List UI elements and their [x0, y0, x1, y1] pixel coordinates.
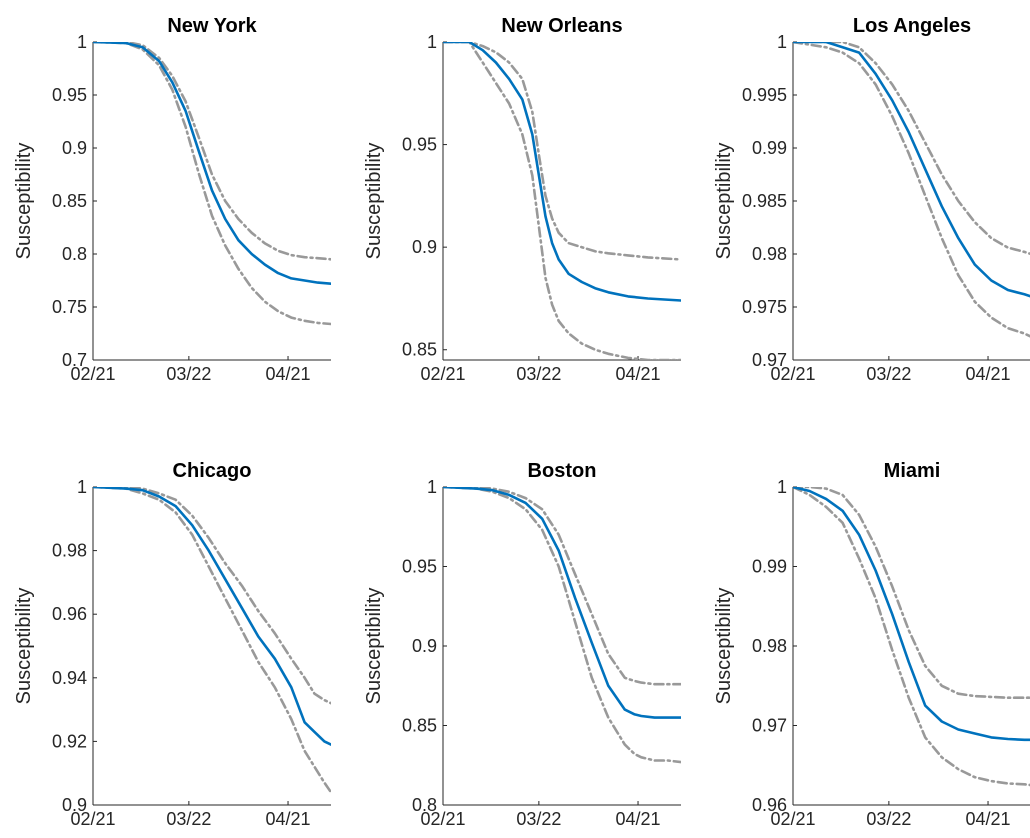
series-line-bound [793, 487, 1030, 787]
y-axis-label: Susceptibility [13, 143, 35, 260]
panel-title: New York [167, 15, 257, 37]
x-tick-label: 04/21 [266, 809, 311, 829]
series-line-mean [93, 42, 331, 285]
x-tick-label: 03/22 [866, 364, 911, 384]
series-line-bound [443, 487, 681, 764]
y-axis-label: Susceptibility [13, 588, 35, 705]
x-tick-label: 03/22 [516, 364, 561, 384]
x-tick-label: 04/21 [966, 809, 1011, 829]
y-tick-label: 1 [77, 477, 87, 497]
series-line-bound [793, 487, 1030, 699]
x-tick-label: 04/21 [616, 809, 661, 829]
y-tick-label: 0.9 [412, 636, 437, 656]
y-axis-label: Susceptibility [713, 588, 735, 705]
panel-0: 0.7 0.75 0.8 0.85 0.9 0.95 1 02/21 03/22 04/21 New… [13, 15, 331, 384]
series-line-bound [793, 42, 1030, 256]
y-tick-label: 0.995 [742, 85, 787, 105]
panel-3: 0.9 0.92 0.94 0.96 0.98 1 02/21 03/22 04/21 Chica… [13, 460, 331, 829]
y-tick-label: 0.97 [752, 716, 787, 736]
y-tick-label: 0.99 [752, 138, 787, 158]
panel-2: 0.97 0.975 0.98 0.985 0.99 0.995 1 02/21 03/22 04… [713, 15, 1030, 384]
series-line-bound [443, 42, 681, 360]
y-tick-label: 1 [777, 32, 787, 52]
x-tick-label: 02/21 [770, 809, 815, 829]
y-tick-label: 0.85 [402, 716, 437, 736]
panel-1: 0.85 0.9 0.95 1 02/21 03/22 04/21 New Orleans Su… [363, 15, 681, 384]
x-tick-label: 04/21 [266, 364, 311, 384]
y-tick-label: 0.96 [752, 795, 787, 815]
y-tick-label: 0.95 [402, 135, 437, 155]
series-line-bound [443, 42, 681, 261]
y-axis-label: Susceptibility [363, 588, 385, 705]
y-tick-label: 0.975 [742, 297, 787, 317]
y-axis-label: Susceptibility [363, 143, 385, 260]
y-tick-label: 0.95 [52, 85, 87, 105]
panel-4: 0.8 0.85 0.9 0.95 1 02/21 03/22 04/21 Boston Susc… [363, 460, 681, 829]
y-tick-label: 0.8 [62, 244, 87, 264]
y-tick-label: 1 [427, 477, 437, 497]
series-line-mean [443, 487, 681, 719]
series-line-bound [793, 42, 1030, 338]
series-line-mean [793, 42, 1030, 298]
y-tick-label: 0.75 [52, 297, 87, 317]
y-tick-label: 0.94 [52, 668, 87, 688]
y-tick-label: 0.96 [52, 604, 87, 624]
y-tick-label: 0.99 [752, 557, 787, 577]
y-tick-label: 0.85 [52, 191, 87, 211]
panel-title: Boston [528, 460, 597, 482]
series-line-mean [93, 487, 331, 746]
y-tick-label: 0.9 [412, 237, 437, 257]
series-line-mean [793, 487, 1030, 742]
x-tick-label: 04/21 [616, 364, 661, 384]
x-tick-label: 02/21 [70, 809, 115, 829]
y-tick-label: 0.7 [62, 350, 87, 370]
y-tick-label: 0.8 [412, 795, 437, 815]
y-tick-label: 0.98 [752, 636, 787, 656]
y-tick-label: 1 [777, 477, 787, 497]
series-line-bound [93, 487, 331, 705]
x-tick-label: 02/21 [420, 809, 465, 829]
x-tick-label: 03/22 [166, 809, 211, 829]
y-tick-label: 0.85 [402, 340, 437, 360]
series-line-bound [93, 42, 331, 326]
y-tick-label: 0.95 [402, 557, 437, 577]
y-tick-label: 1 [427, 32, 437, 52]
x-tick-label: 03/22 [516, 809, 561, 829]
panel-title: Los Angeles [853, 15, 971, 37]
x-tick-label: 03/22 [166, 364, 211, 384]
x-tick-label: 02/21 [420, 364, 465, 384]
y-tick-label: 0.92 [52, 731, 87, 751]
x-tick-label: 02/21 [70, 364, 115, 384]
y-tick-label: 0.9 [62, 795, 87, 815]
y-tick-label: 0.98 [52, 541, 87, 561]
y-tick-label: 1 [77, 32, 87, 52]
panel-5: 0.96 0.97 0.98 0.99 1 02/21 03/22 04/21 Miami Sus… [713, 460, 1030, 829]
y-tick-label: 0.97 [752, 350, 787, 370]
series-line-mean [443, 42, 681, 302]
y-tick-label: 0.985 [742, 191, 787, 211]
series-line-bound [443, 487, 681, 686]
series-line-bound [93, 487, 331, 794]
x-tick-label: 03/22 [866, 809, 911, 829]
x-tick-label: 02/21 [770, 364, 815, 384]
panel-title: New Orleans [501, 15, 622, 37]
y-tick-label: 0.9 [62, 138, 87, 158]
series-line-bound [93, 42, 331, 261]
panel-title: Chicago [173, 460, 252, 482]
y-tick-label: 0.98 [752, 244, 787, 264]
panel-title: Miami [884, 460, 941, 482]
x-tick-label: 04/21 [966, 364, 1011, 384]
y-axis-label: Susceptibility [713, 143, 735, 260]
